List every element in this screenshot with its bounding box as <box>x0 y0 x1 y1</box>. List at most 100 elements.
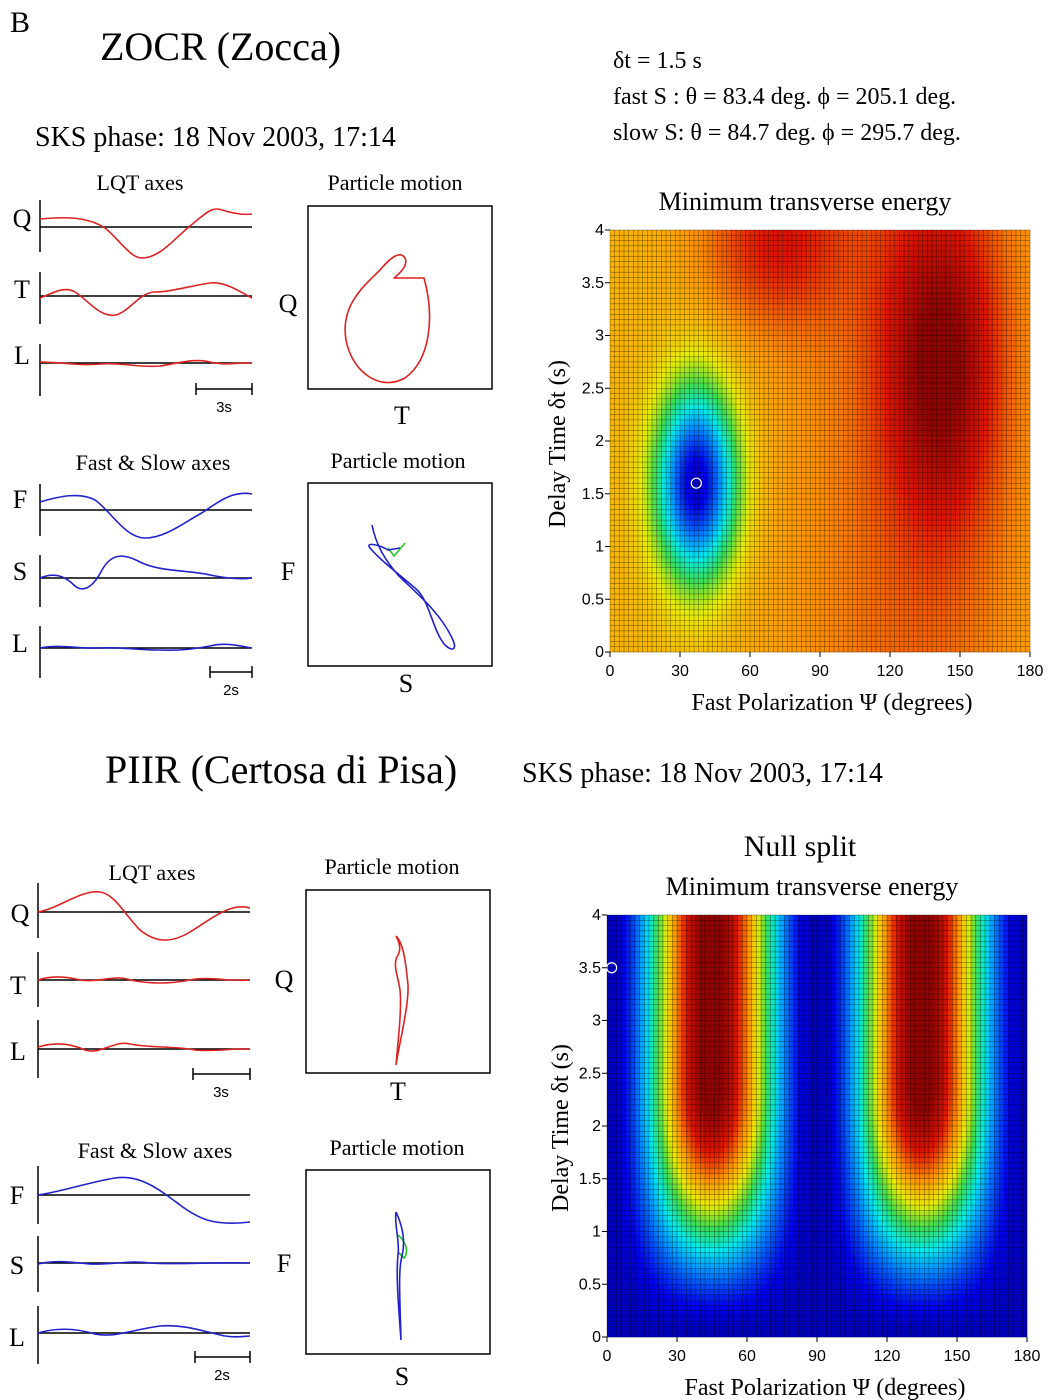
trace-f-bottom <box>37 1176 251 1224</box>
x-tick-label: 0 <box>606 663 615 680</box>
split-param-fast: fast S : θ = 83.4 deg. ϕ = 205.1 deg. <box>613 84 956 110</box>
pm1-xlabel-bottom: T <box>390 1077 406 1106</box>
lqt-label-q-top: Q <box>13 204 32 233</box>
lqt-title-bottom: LQT axes <box>109 860 196 885</box>
trace-l-top <box>39 359 253 368</box>
y-tick-label: 0.5 <box>579 1276 601 1293</box>
trace-t-bottom <box>37 976 251 984</box>
lqt-label-q-bottom: Q <box>11 899 30 928</box>
pm2-ylabel-top: F <box>281 557 295 586</box>
scalebar-label-top-lqt: 3s <box>216 399 232 416</box>
y-tick-label: 0 <box>592 1329 601 1346</box>
y-tick-label: 1.5 <box>582 486 604 503</box>
trace-q-bottom <box>37 891 251 941</box>
heatmap-bottom <box>606 914 1028 1338</box>
fs-label-l-bottom: L <box>9 1323 25 1352</box>
x-tick-label: 30 <box>668 1348 686 1365</box>
fs-traces-top <box>39 492 253 652</box>
y-tick-label: 3 <box>595 328 604 345</box>
heatmap-xlabel-top: Fast Polarization Ψ (degrees) <box>692 690 973 716</box>
fs-label-s-top: S <box>13 557 27 586</box>
y-tick-label: 3 <box>592 1013 601 1030</box>
heatmap-ylabel-top: Delay Time δt (s) <box>545 360 571 528</box>
lqt-label-l-top: L <box>14 341 30 370</box>
x-tick-label: 180 <box>1017 663 1044 680</box>
lqt-label-t-top: T <box>14 275 30 304</box>
pm2-ylabel-bottom: F <box>277 1249 291 1278</box>
fs-label-l-top: L <box>12 629 28 658</box>
trace-s-bottom <box>37 1260 251 1265</box>
pm1-ylabel-bottom: Q <box>275 965 294 994</box>
trace-t-top <box>39 282 253 317</box>
phase-label-top: SKS phase: 18 Nov 2003, 17:14 <box>35 122 396 153</box>
y-tick-label: 1.5 <box>579 1171 601 1188</box>
y-tick-label: 2.5 <box>582 380 604 397</box>
pm2-trace-top <box>368 524 456 650</box>
heatmap-xlabel-bottom: Fast Polarization Ψ (degrees) <box>685 1375 966 1400</box>
fs-title-top: Fast & Slow axes <box>76 450 231 475</box>
split-param-dt: δt = 1.5 s <box>613 48 702 74</box>
pm2-green-bottom <box>397 1234 408 1260</box>
pm2-xlabel-bottom: S <box>395 1362 409 1391</box>
x-tick-label: 150 <box>944 1348 971 1365</box>
pm1-trace-top <box>344 254 431 384</box>
pm1-box-bottom <box>305 889 491 1074</box>
pm2-title-bottom: Particle motion <box>329 1135 464 1160</box>
minimum-marker <box>690 477 702 489</box>
heatmap-subtitle-bottom: Null split <box>744 830 857 863</box>
lqt-traces-bottom <box>37 891 251 1052</box>
scalebar-bottom-fs <box>194 1351 251 1363</box>
x-tick-label: 120 <box>877 663 904 680</box>
heatmap-ylabel-bottom: Delay Time δt (s) <box>548 1044 574 1212</box>
fs-traces-bottom <box>37 1176 251 1338</box>
x-tick-label: 60 <box>741 663 759 680</box>
fs-label-f-top: F <box>13 485 27 514</box>
x-tick-label: 60 <box>738 1348 756 1365</box>
lqt-label-t-bottom: T <box>10 971 26 1000</box>
pm2-title-top: Particle motion <box>330 448 465 473</box>
split-param-slow: slow S: θ = 84.7 deg. ϕ = 295.7 deg. <box>613 120 961 146</box>
trace-f-top <box>39 492 253 539</box>
pm2-xlabel-top: S <box>399 669 413 698</box>
scalebar-label-bottom-lqt: 3s <box>213 1084 229 1101</box>
heatmap-top <box>609 229 1031 653</box>
lqt-traces-top <box>39 208 253 368</box>
y-tick-label: 2.5 <box>579 1065 601 1082</box>
trace-l-bottom <box>37 1042 251 1052</box>
lqt-label-l-bottom: L <box>10 1037 26 1066</box>
y-tick-label: 1 <box>595 539 604 556</box>
scalebar-bottom-lqt <box>192 1068 251 1080</box>
scalebar-top-lqt <box>195 383 253 395</box>
x-tick-label: 30 <box>671 663 689 680</box>
y-tick-label: 0 <box>595 644 604 661</box>
x-tick-label: 180 <box>1014 1348 1041 1365</box>
y-tick-label: 4 <box>595 222 604 239</box>
trace-s-top <box>39 555 253 590</box>
scalebar-label-bottom-fs: 2s <box>214 1367 230 1384</box>
heatmap-title-bottom: Minimum transverse energy <box>666 872 959 901</box>
heatmap-title-top: Minimum transverse energy <box>659 187 952 216</box>
trace-q-top <box>39 208 253 259</box>
phase-label-bottom: SKS phase: 18 Nov 2003, 17:14 <box>522 758 883 789</box>
pm2-box-bottom <box>305 1169 491 1355</box>
scalebar-label-top-fs: 2s <box>223 682 239 699</box>
trace-l2-top <box>39 643 253 652</box>
x-tick-label: 90 <box>808 1348 826 1365</box>
y-tick-label: 2 <box>595 433 604 450</box>
x-tick-label: 120 <box>874 1348 901 1365</box>
x-tick-label: 0 <box>603 1348 612 1365</box>
pm1-ylabel-top: Q <box>279 289 298 318</box>
pm2-trace-bottom <box>394 1211 405 1341</box>
pm2-box-top <box>307 482 493 667</box>
scalebar-top-fs <box>209 666 253 678</box>
pm2-green-top <box>387 542 406 558</box>
x-tick-label: 90 <box>811 663 829 680</box>
y-tick-label: 0.5 <box>582 591 604 608</box>
y-tick-label: 3.5 <box>579 960 601 977</box>
trace-l2-bottom <box>37 1324 251 1338</box>
pm1-title-bottom: Particle motion <box>324 854 459 879</box>
y-tick-label: 4 <box>592 907 601 924</box>
fs-axes-top <box>39 484 252 678</box>
panel-letter: B <box>10 6 30 39</box>
